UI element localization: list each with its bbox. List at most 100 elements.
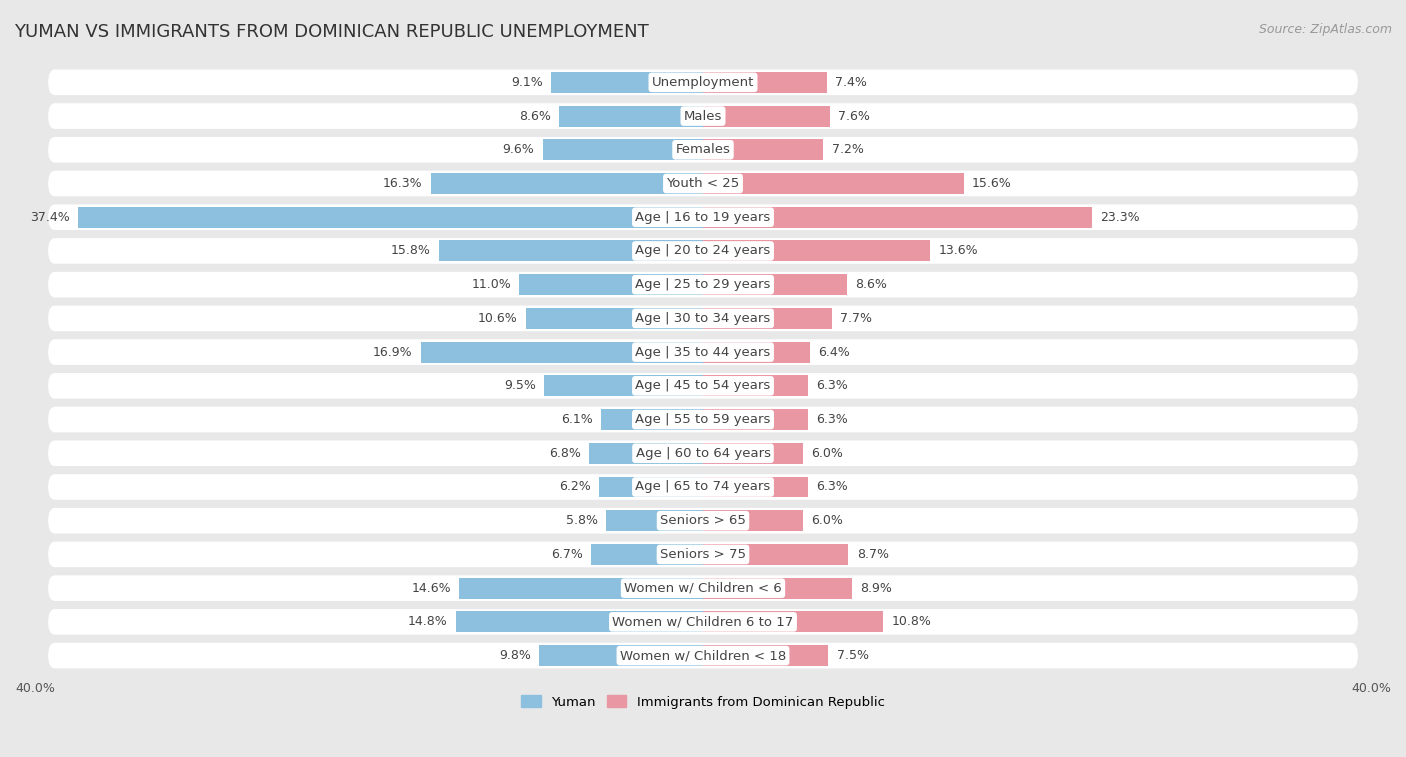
Bar (703, 341, 810, 363)
Text: 7.5%: 7.5% (837, 649, 869, 662)
Bar (703, 207, 1092, 228)
FancyBboxPatch shape (48, 306, 1358, 332)
FancyBboxPatch shape (48, 339, 1358, 365)
Bar (591, 544, 703, 565)
Text: 14.6%: 14.6% (411, 581, 451, 595)
FancyBboxPatch shape (48, 70, 1358, 95)
Legend: Yuman, Immigrants from Dominican Republic: Yuman, Immigrants from Dominican Republi… (516, 690, 890, 714)
Text: Women w/ Children < 6: Women w/ Children < 6 (624, 581, 782, 595)
Text: 6.0%: 6.0% (811, 514, 844, 527)
Bar (544, 375, 703, 396)
FancyBboxPatch shape (48, 238, 1358, 263)
Bar (703, 173, 963, 194)
FancyBboxPatch shape (48, 407, 1358, 432)
Text: 7.7%: 7.7% (839, 312, 872, 325)
Text: Age | 35 to 44 years: Age | 35 to 44 years (636, 346, 770, 359)
Text: 7.6%: 7.6% (838, 110, 870, 123)
Text: Females: Females (675, 143, 731, 156)
Text: Unemployment: Unemployment (652, 76, 754, 89)
Text: 6.0%: 6.0% (811, 447, 844, 459)
Text: 7.2%: 7.2% (831, 143, 863, 156)
Text: 6.3%: 6.3% (817, 481, 848, 494)
Text: Age | 45 to 54 years: Age | 45 to 54 years (636, 379, 770, 392)
Text: 8.7%: 8.7% (856, 548, 889, 561)
Bar (456, 612, 703, 632)
Bar (703, 106, 830, 126)
Bar (606, 510, 703, 531)
Text: 6.4%: 6.4% (818, 346, 851, 359)
Text: Women w/ Children 6 to 17: Women w/ Children 6 to 17 (613, 615, 793, 628)
Bar (430, 173, 703, 194)
Text: YUMAN VS IMMIGRANTS FROM DOMINICAN REPUBLIC UNEMPLOYMENT: YUMAN VS IMMIGRANTS FROM DOMINICAN REPUB… (14, 23, 648, 41)
Text: Age | 55 to 59 years: Age | 55 to 59 years (636, 413, 770, 426)
FancyBboxPatch shape (48, 170, 1358, 196)
Text: 9.1%: 9.1% (510, 76, 543, 89)
Text: 6.2%: 6.2% (560, 481, 591, 494)
FancyBboxPatch shape (48, 441, 1358, 466)
Text: 15.8%: 15.8% (391, 245, 430, 257)
Bar (540, 645, 703, 666)
Text: Age | 65 to 74 years: Age | 65 to 74 years (636, 481, 770, 494)
FancyBboxPatch shape (48, 474, 1358, 500)
Bar (703, 409, 808, 430)
Text: 16.3%: 16.3% (382, 177, 422, 190)
FancyBboxPatch shape (48, 137, 1358, 163)
Bar (703, 578, 852, 599)
Text: 15.6%: 15.6% (972, 177, 1012, 190)
Bar (703, 645, 828, 666)
Bar (589, 443, 703, 464)
Bar (703, 72, 827, 93)
Bar (703, 544, 848, 565)
Text: 6.1%: 6.1% (561, 413, 593, 426)
Bar (439, 241, 703, 261)
Bar (543, 139, 703, 160)
FancyBboxPatch shape (48, 103, 1358, 129)
Text: 8.6%: 8.6% (519, 110, 551, 123)
Text: 6.8%: 6.8% (550, 447, 581, 459)
Bar (703, 510, 803, 531)
Text: Seniors > 75: Seniors > 75 (659, 548, 747, 561)
Text: Seniors > 65: Seniors > 65 (659, 514, 747, 527)
Bar (703, 241, 931, 261)
Text: 8.6%: 8.6% (855, 278, 887, 291)
FancyBboxPatch shape (48, 373, 1358, 399)
Text: Source: ZipAtlas.com: Source: ZipAtlas.com (1258, 23, 1392, 36)
Text: Women w/ Children < 18: Women w/ Children < 18 (620, 649, 786, 662)
Bar (460, 578, 703, 599)
FancyBboxPatch shape (48, 575, 1358, 601)
Bar (703, 443, 803, 464)
Text: 10.6%: 10.6% (478, 312, 517, 325)
FancyBboxPatch shape (48, 204, 1358, 230)
Bar (602, 409, 703, 430)
Text: Males: Males (683, 110, 723, 123)
FancyBboxPatch shape (48, 609, 1358, 634)
FancyBboxPatch shape (48, 643, 1358, 668)
Text: 10.8%: 10.8% (891, 615, 932, 628)
Text: Youth < 25: Youth < 25 (666, 177, 740, 190)
Text: 9.8%: 9.8% (499, 649, 531, 662)
Bar (703, 612, 883, 632)
Text: Age | 30 to 34 years: Age | 30 to 34 years (636, 312, 770, 325)
Text: 13.6%: 13.6% (938, 245, 979, 257)
Text: Age | 25 to 29 years: Age | 25 to 29 years (636, 278, 770, 291)
Bar (703, 139, 824, 160)
Bar (703, 375, 808, 396)
Text: 9.6%: 9.6% (502, 143, 534, 156)
Bar (599, 477, 703, 497)
Text: 37.4%: 37.4% (31, 210, 70, 224)
Bar (420, 341, 703, 363)
Bar (79, 207, 703, 228)
FancyBboxPatch shape (48, 541, 1358, 567)
Bar (703, 477, 808, 497)
Bar (526, 308, 703, 329)
Bar (519, 274, 703, 295)
Text: 6.7%: 6.7% (551, 548, 582, 561)
Text: Age | 16 to 19 years: Age | 16 to 19 years (636, 210, 770, 224)
Text: 5.8%: 5.8% (565, 514, 598, 527)
Bar (703, 308, 831, 329)
FancyBboxPatch shape (48, 508, 1358, 534)
Text: 14.8%: 14.8% (408, 615, 447, 628)
Text: Age | 20 to 24 years: Age | 20 to 24 years (636, 245, 770, 257)
Text: 16.9%: 16.9% (373, 346, 412, 359)
Text: Age | 60 to 64 years: Age | 60 to 64 years (636, 447, 770, 459)
